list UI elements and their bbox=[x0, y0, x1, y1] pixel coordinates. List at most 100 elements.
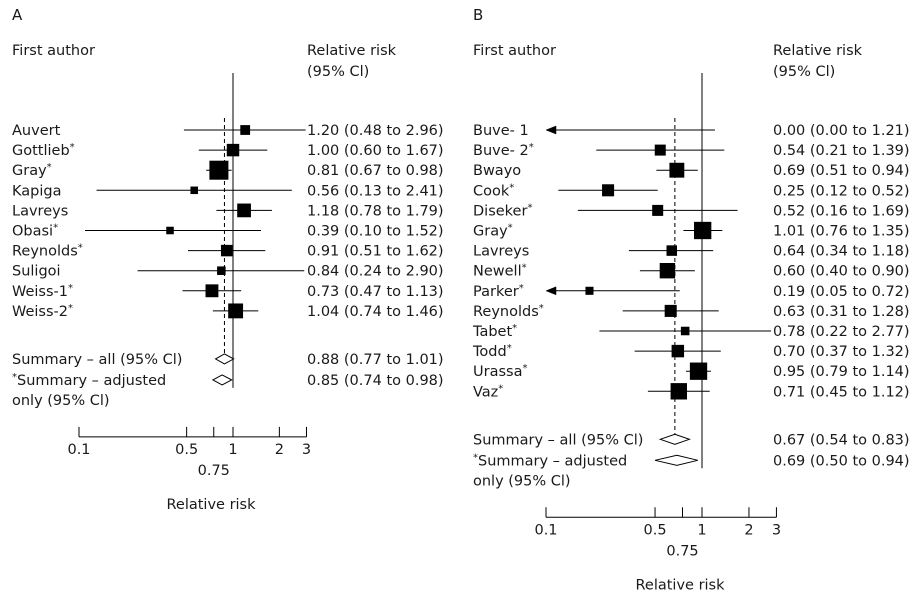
study-rr-value: 0.84 (0.24 to 2.90) bbox=[307, 264, 444, 280]
summary-diamond bbox=[211, 374, 233, 386]
point-estimate-square bbox=[669, 162, 685, 178]
study-author-label: Suligoi bbox=[12, 264, 61, 280]
study-author-label: Gray* bbox=[12, 162, 52, 179]
column-header-rr: Relative risk bbox=[773, 43, 863, 59]
summary-diamond bbox=[658, 433, 691, 445]
study-author-label: Obasi* bbox=[12, 223, 58, 240]
x-tick-label: 0.75 bbox=[666, 543, 698, 559]
point-estimate-square bbox=[190, 186, 198, 195]
study-author-label: Bwayo bbox=[473, 163, 521, 179]
point-estimate-square bbox=[209, 160, 229, 180]
summary-rr-value: 0.85 (0.74 to 0.98) bbox=[307, 373, 444, 389]
point-estimate-square bbox=[205, 284, 219, 298]
summary-label: Summary – all (95% Cl) bbox=[12, 352, 182, 368]
summary-diamond bbox=[214, 353, 235, 365]
point-estimate-square bbox=[680, 326, 690, 336]
ci-arrow-left bbox=[545, 125, 557, 135]
study-rr-value: 0.19 (0.05 to 0.72) bbox=[773, 284, 910, 300]
point-estimate-square bbox=[666, 245, 678, 256]
point-estimate-square bbox=[220, 244, 233, 257]
panel-letter: A bbox=[12, 6, 23, 24]
x-tick-label: 3 bbox=[302, 442, 311, 458]
study-rr-value: 0.25 (0.12 to 0.52) bbox=[773, 183, 910, 199]
forest-panel-b: B First author Relative risk (95% Cl) Buve- … bbox=[472, 6, 910, 593]
x-tick-label: 0.1 bbox=[534, 522, 557, 538]
point-estimate-square bbox=[228, 303, 244, 319]
study-author-label: Cook* bbox=[473, 182, 514, 199]
x-tick-label: 3 bbox=[772, 522, 781, 538]
study-rr-value: 0.69 (0.51 to 0.94) bbox=[773, 163, 910, 179]
study-author-label: Auvert bbox=[12, 123, 61, 139]
point-estimate-square bbox=[694, 221, 712, 240]
study-author-label: Buve- 1 bbox=[473, 123, 529, 139]
ci-arrow-left bbox=[545, 286, 557, 296]
study-author-label: Weiss-1* bbox=[12, 283, 73, 300]
study-author-label: Lavreys bbox=[12, 203, 68, 219]
study-rr-value: 0.70 (0.37 to 1.32) bbox=[773, 344, 910, 360]
summary-label-line2: only (95% Cl) bbox=[473, 473, 571, 489]
x-axis-title: Relative risk bbox=[166, 497, 256, 513]
study-author-label: Diseker* bbox=[473, 202, 532, 219]
study-rr-value: 0.71 (0.45 to 1.12) bbox=[773, 384, 910, 400]
summary-label: *Summary – adjusted bbox=[12, 372, 166, 389]
summary-label: Summary – all (95% Cl) bbox=[473, 432, 643, 448]
study-author-label: Buve- 2* bbox=[473, 142, 534, 159]
study-author-label: Vaz* bbox=[473, 383, 503, 400]
study-author-label: Kapiga bbox=[12, 183, 61, 199]
study-rr-value: 0.00 (0.00 to 1.21) bbox=[773, 123, 910, 139]
study-rr-value: 0.64 (0.34 to 1.18) bbox=[773, 244, 910, 260]
study-author-label: Parker* bbox=[473, 283, 524, 300]
study-rr-value: 1.04 (0.74 to 1.46) bbox=[307, 304, 444, 320]
point-estimate-square bbox=[240, 125, 251, 135]
x-tick-label: 2 bbox=[744, 522, 753, 538]
study-rr-value: 1.20 (0.48 to 2.96) bbox=[307, 123, 444, 139]
column-header-rr: Relative risk bbox=[307, 43, 397, 59]
study-rr-value: 0.52 (0.16 to 1.69) bbox=[773, 203, 910, 219]
study-rr-value: 0.39 (0.10 to 1.52) bbox=[307, 224, 444, 240]
x-tick-label: 0.75 bbox=[198, 463, 230, 479]
study-author-label: Gray* bbox=[473, 223, 513, 240]
study-rr-value: 0.78 (0.22 to 2.77) bbox=[773, 324, 910, 340]
point-estimate-square bbox=[654, 144, 666, 156]
x-tick-label: 0.5 bbox=[644, 522, 667, 538]
study-author-label: Gottlieb* bbox=[12, 142, 75, 159]
study-rr-value: 0.60 (0.40 to 0.90) bbox=[773, 264, 910, 280]
study-rr-value: 0.91 (0.51 to 1.62) bbox=[307, 244, 444, 260]
study-author-label: Todd* bbox=[472, 343, 512, 360]
study-author-label: Urassa* bbox=[473, 363, 527, 380]
point-estimate-square bbox=[585, 286, 594, 295]
x-tick-label: 0.5 bbox=[175, 442, 198, 458]
summary-diamond bbox=[654, 454, 698, 466]
study-rr-value: 0.95 (0.79 to 1.14) bbox=[773, 364, 910, 380]
column-header-author: First author bbox=[12, 43, 95, 59]
point-estimate-square bbox=[602, 184, 615, 197]
x-tick-label: 1 bbox=[697, 522, 706, 538]
study-author-label: Reynolds* bbox=[12, 243, 83, 260]
point-estimate-square bbox=[659, 263, 676, 279]
study-rr-value: 0.73 (0.47 to 1.13) bbox=[307, 284, 444, 300]
study-rr-value: 0.56 (0.13 to 2.41) bbox=[307, 183, 444, 199]
point-estimate-square bbox=[226, 143, 240, 157]
forest-panel-a: A First author Relative risk (95% Cl) Auvert… bbox=[12, 6, 444, 513]
point-estimate-square bbox=[671, 344, 685, 358]
study-rr-value: 0.63 (0.31 to 1.28) bbox=[773, 304, 910, 320]
point-estimate-square bbox=[670, 383, 687, 400]
panel-letter: B bbox=[473, 6, 483, 24]
x-tick-label: 2 bbox=[275, 442, 284, 458]
column-header-ci: (95% Cl) bbox=[773, 64, 835, 80]
point-estimate-square bbox=[217, 266, 226, 275]
study-rr-value: 1.00 (0.60 to 1.67) bbox=[307, 143, 444, 159]
study-author-label: Tabet* bbox=[472, 323, 517, 340]
study-author-label: Reynolds* bbox=[473, 303, 544, 320]
study-rr-value: 0.81 (0.67 to 0.98) bbox=[307, 163, 444, 179]
point-estimate-square bbox=[166, 226, 174, 235]
point-estimate-square bbox=[652, 204, 664, 216]
point-estimate-square bbox=[237, 203, 251, 218]
summary-rr-value: 0.67 (0.54 to 0.83) bbox=[773, 432, 910, 448]
point-estimate-square bbox=[664, 304, 677, 317]
point-estimate-square bbox=[689, 362, 708, 380]
summary-rr-value: 0.69 (0.50 to 0.94) bbox=[773, 453, 910, 469]
study-author-label: Lavreys bbox=[473, 244, 529, 260]
summary-rr-value: 0.88 (0.77 to 1.01) bbox=[307, 352, 444, 368]
